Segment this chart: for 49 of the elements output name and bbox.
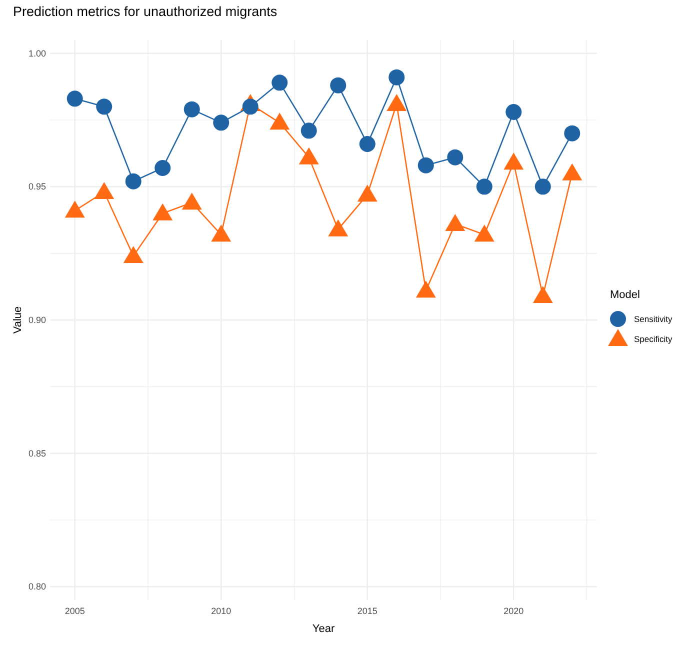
point <box>504 152 524 170</box>
point <box>270 112 290 130</box>
point <box>64 200 85 218</box>
point <box>562 163 582 180</box>
point <box>388 69 405 86</box>
point <box>152 203 173 220</box>
y-tick-label: 0.85 <box>28 448 46 458</box>
point <box>96 98 112 115</box>
y-tick-label: 0.80 <box>28 582 46 592</box>
point <box>154 160 171 176</box>
point <box>534 178 551 195</box>
point <box>300 122 317 139</box>
point <box>211 224 232 242</box>
x-tick-label: 2015 <box>357 606 378 616</box>
point <box>418 157 434 174</box>
point <box>328 219 348 236</box>
point <box>445 214 466 231</box>
legend-label: Specificity <box>634 334 674 344</box>
x-tick-label: 2005 <box>64 606 85 616</box>
point <box>182 192 202 210</box>
y-tick-label: 0.95 <box>28 182 46 192</box>
point <box>506 104 522 120</box>
point <box>532 286 553 303</box>
point <box>125 173 142 190</box>
point <box>357 184 378 202</box>
point <box>474 224 494 242</box>
point <box>386 94 407 111</box>
x-tick-label: 2020 <box>504 606 524 616</box>
point <box>272 74 288 91</box>
point <box>66 90 83 107</box>
point <box>564 125 580 142</box>
point <box>447 149 464 166</box>
legend-label: Sensitivity <box>634 314 674 324</box>
point <box>213 114 230 131</box>
point <box>94 182 114 199</box>
y-tick-label: 1.00 <box>28 48 46 58</box>
chart-title: Prediction metrics for unauthorized migrants <box>13 4 278 19</box>
y-tick-label: 0.90 <box>28 315 46 325</box>
point <box>476 178 492 195</box>
point <box>416 280 436 298</box>
point <box>359 136 376 152</box>
point <box>330 77 346 94</box>
point <box>298 147 319 164</box>
y-axis-title: Value <box>12 306 24 334</box>
x-tick-label: 2010 <box>211 606 232 616</box>
point <box>184 101 200 118</box>
point <box>123 246 144 263</box>
legend-title: Model <box>610 289 640 301</box>
x-axis-title: Year <box>312 623 335 635</box>
